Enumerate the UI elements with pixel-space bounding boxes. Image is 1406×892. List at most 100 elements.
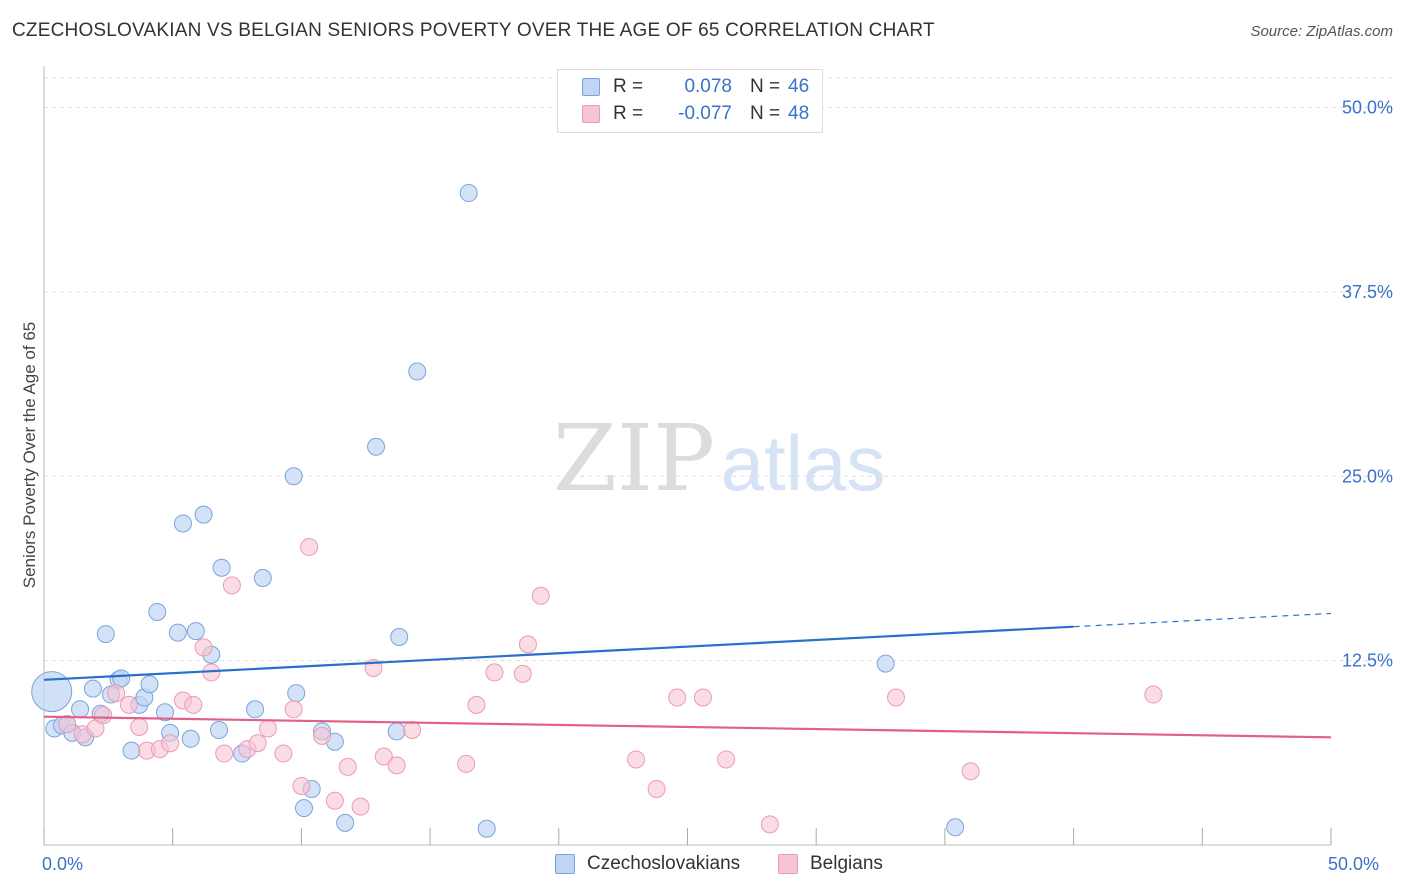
correlation-legend: R = 0.078 N = 46 R = -0.077 N = 48 (557, 69, 823, 133)
x-tick-label: 0.0% (42, 854, 83, 874)
watermark-atlas: atlas (721, 419, 886, 507)
czech-point (148, 602, 167, 621)
x-tick-label: 50.0% (1328, 854, 1379, 874)
czech-point (946, 818, 965, 837)
belg-point (312, 726, 331, 745)
czech-n-value: 46 (788, 76, 810, 97)
bottom-legend-belg: Belgians (778, 852, 883, 876)
czech-trend-line (43, 625, 1074, 681)
watermark-zip: ZIP (553, 405, 715, 512)
belg-point (403, 720, 422, 739)
belg-point (760, 815, 779, 834)
belg-r-value: -0.077 (678, 103, 732, 124)
tick-label-layer: 12.5% 25.0% 37.5% 50.0% 0.0% 50.0% (42, 98, 1393, 875)
czech-point (194, 505, 213, 524)
grid-layer (44, 77, 1394, 662)
source-label: Source: ZipAtlas.com (1250, 23, 1393, 40)
czech-point (287, 684, 306, 703)
czech-point (367, 437, 386, 456)
czech-point (210, 720, 229, 739)
belg-point (107, 684, 126, 703)
legend-row-czech: R = 0.078 N = 46 (582, 75, 809, 99)
belg-point (485, 663, 504, 682)
czech-point (284, 467, 303, 486)
belg-point (284, 700, 303, 719)
belg-point (374, 747, 393, 766)
czech-legend-swatch (555, 854, 575, 874)
czech-point (294, 799, 313, 818)
czech-r-label: R = (613, 76, 644, 97)
belg-legend-label: Belgians (810, 853, 883, 874)
belg-point (518, 635, 537, 654)
belg-point (627, 750, 646, 769)
belg-trend-line (43, 715, 1332, 739)
czech-trend-extension (1073, 612, 1332, 628)
belg-point (130, 718, 149, 736)
czech-point (155, 703, 174, 722)
belg-point (717, 750, 736, 769)
axis-layer (43, 66, 1332, 846)
belg-point (668, 688, 687, 707)
y-tick-label: 50.0% (1342, 98, 1393, 118)
czech-point (140, 675, 159, 694)
belg-n-label: N = (750, 103, 781, 124)
czech-point (477, 819, 496, 838)
belg-legend-swatch (778, 854, 798, 874)
belg-point (1144, 685, 1163, 704)
belg-point (351, 797, 370, 816)
czech-point (71, 700, 90, 719)
czech-point (173, 514, 192, 533)
czech-point (31, 671, 73, 713)
czech-point (876, 654, 895, 673)
belg-point (513, 664, 532, 683)
belg-point (387, 756, 406, 775)
y-tick-label: 25.0% (1342, 466, 1393, 486)
belg-point (215, 744, 234, 763)
belg-point (222, 576, 241, 595)
chart-title: CZECHOSLOVAKIAN VS BELGIAN SENIORS POVER… (12, 20, 935, 41)
czech-point (390, 628, 409, 647)
belg-n-value: 48 (788, 103, 810, 124)
y-tick-label: 12.5% (1342, 651, 1393, 671)
belg-swatch (582, 105, 600, 123)
czech-swatch (582, 78, 600, 96)
czech-point (246, 700, 265, 719)
legend-row-belg: R = -0.077 N = 48 (582, 102, 809, 126)
belg-points (58, 538, 1163, 834)
czech-point (122, 741, 141, 760)
belg-point (194, 638, 213, 657)
czech-point (459, 184, 478, 203)
belg-point (248, 734, 267, 753)
belg-point (457, 754, 476, 773)
belg-point (292, 777, 311, 795)
belg-r-label: R = (613, 103, 644, 124)
czech-point (186, 622, 205, 641)
czech-n-label: N = (750, 76, 781, 97)
belg-point (961, 762, 980, 781)
belg-point (693, 688, 712, 707)
belg-point (94, 706, 113, 725)
belg-point (274, 744, 293, 763)
czech-point (253, 569, 272, 588)
trend-layer (43, 612, 1332, 739)
y-tick-label: 37.5% (1342, 282, 1393, 302)
czech-point (168, 623, 187, 642)
belg-point (184, 695, 203, 714)
czech-point (212, 558, 231, 577)
czech-r-value: 0.078 (684, 76, 732, 97)
belg-point (531, 586, 550, 605)
czech-point (336, 813, 355, 832)
belg-point (300, 538, 319, 557)
czech-point (408, 362, 427, 381)
belg-point (86, 719, 105, 738)
bottom-legend-czech: Czechoslovakians (555, 852, 740, 876)
czech-legend-label: Czechoslovakians (587, 853, 741, 874)
belg-point (119, 695, 138, 714)
belg-point (325, 791, 344, 810)
belg-point (258, 719, 277, 738)
belg-point (338, 757, 357, 776)
belg-point (161, 734, 180, 753)
belg-point (467, 695, 486, 714)
czech-point (181, 729, 200, 748)
